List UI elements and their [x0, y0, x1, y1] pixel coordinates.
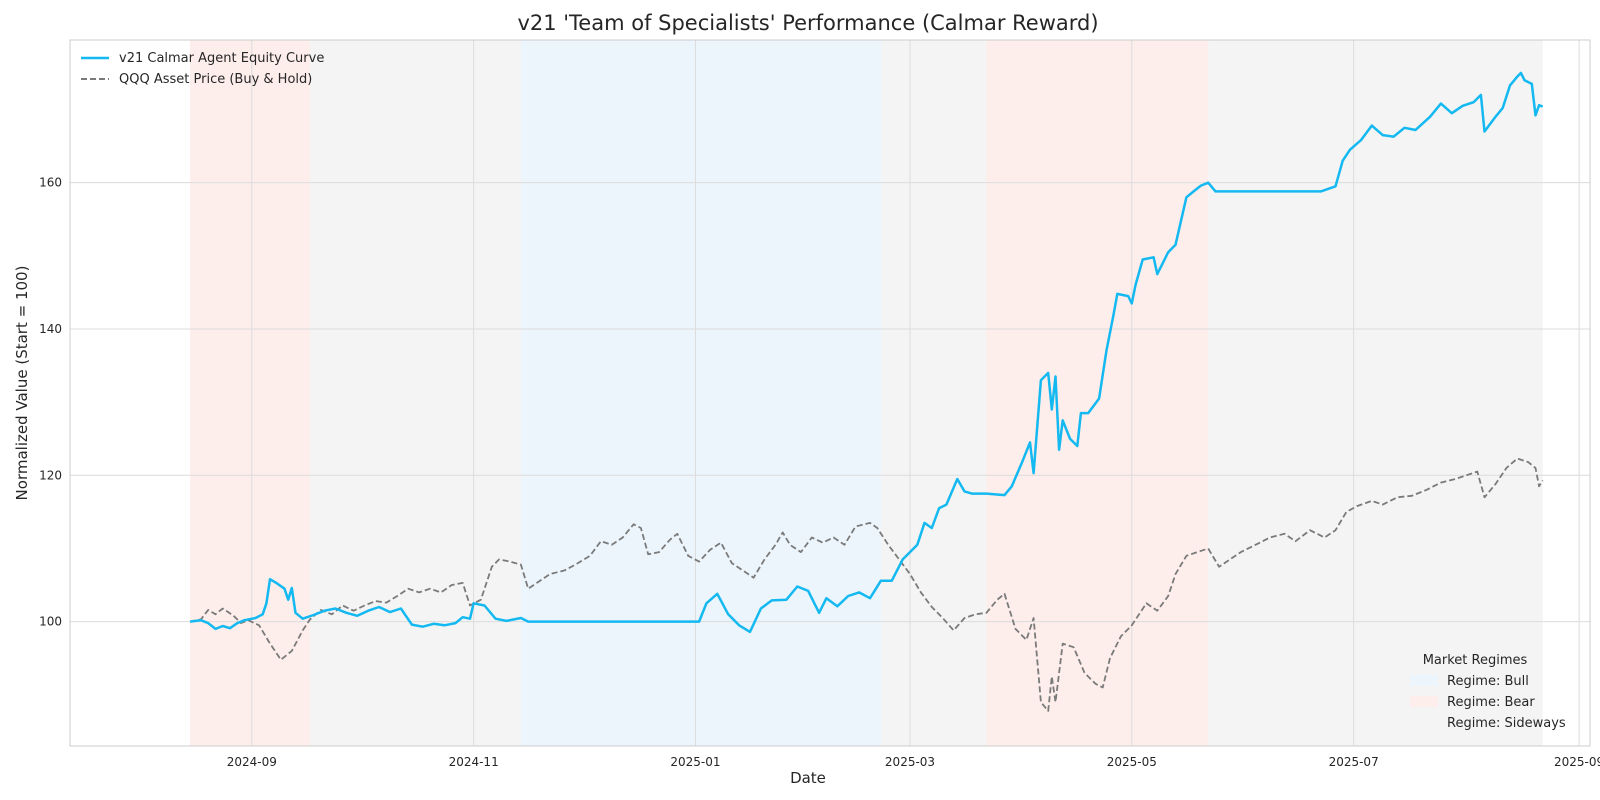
legend-swatch-bear: [1410, 696, 1438, 707]
equity-curve-line: [189, 71, 1544, 634]
y-tick-label: 160: [39, 176, 62, 190]
regime-band-bull: [520, 40, 881, 746]
legend-label-bear: Regime: Bear: [1447, 695, 1535, 710]
legend-label-equity: v21 Calmar Agent Equity Curve: [119, 51, 324, 66]
legend-swatch-bull: [1410, 675, 1438, 686]
x-tick-label: 2025-03: [885, 755, 935, 769]
regime-legend-title: Market Regimes: [1423, 653, 1528, 668]
series-legend: v21 Calmar Agent Equity Curve QQQ Asset …: [81, 51, 324, 87]
plot-frame: [69, 39, 1591, 747]
legend-swatch-sideways: [1410, 717, 1438, 728]
y-tick-label: 100: [39, 615, 62, 629]
regime-band-bear: [986, 40, 1209, 746]
regime-bands: [190, 40, 1543, 746]
legend-label-qqq: QQQ Asset Price (Buy & Hold): [119, 72, 312, 87]
x-tick-label: 2025-01: [670, 755, 720, 769]
y-tick-label: 120: [39, 468, 62, 482]
x-tick-label: 2025-05: [1107, 755, 1157, 769]
legend-label-sideways: Regime: Sideways: [1447, 716, 1566, 731]
y-tick-label: 140: [39, 322, 62, 336]
regime-band-sideways: [880, 40, 987, 746]
series-layer: [189, 71, 1544, 712]
qqq-price-line: [189, 457, 1544, 712]
regime-legend: Market Regimes Regime: Bull Regime: Bear…: [1410, 653, 1566, 731]
regime-band-sideways: [1208, 40, 1543, 746]
x-tick-label: 2025-09: [1554, 755, 1600, 769]
y-axis-title: Normalized Value (Start = 100): [13, 266, 31, 501]
chart-title: v21 'Team of Specialists' Performance (C…: [517, 11, 1098, 35]
x-tick-label: 2025-07: [1329, 755, 1379, 769]
x-tick-labels: 2024-09 2024-11 2025-01 2025-03 2025-05 2025-…: [227, 755, 1600, 769]
y-tick-labels: 100 120 140 160: [39, 176, 62, 629]
x-tick-label: 2024-11: [449, 755, 499, 769]
legend-label-bull: Regime: Bull: [1447, 674, 1529, 689]
x-tick-label: 2024-09: [227, 755, 277, 769]
x-axis-title: Date: [790, 769, 826, 787]
regime-band-bear: [190, 40, 310, 746]
regime-band-sideways: [310, 40, 521, 746]
